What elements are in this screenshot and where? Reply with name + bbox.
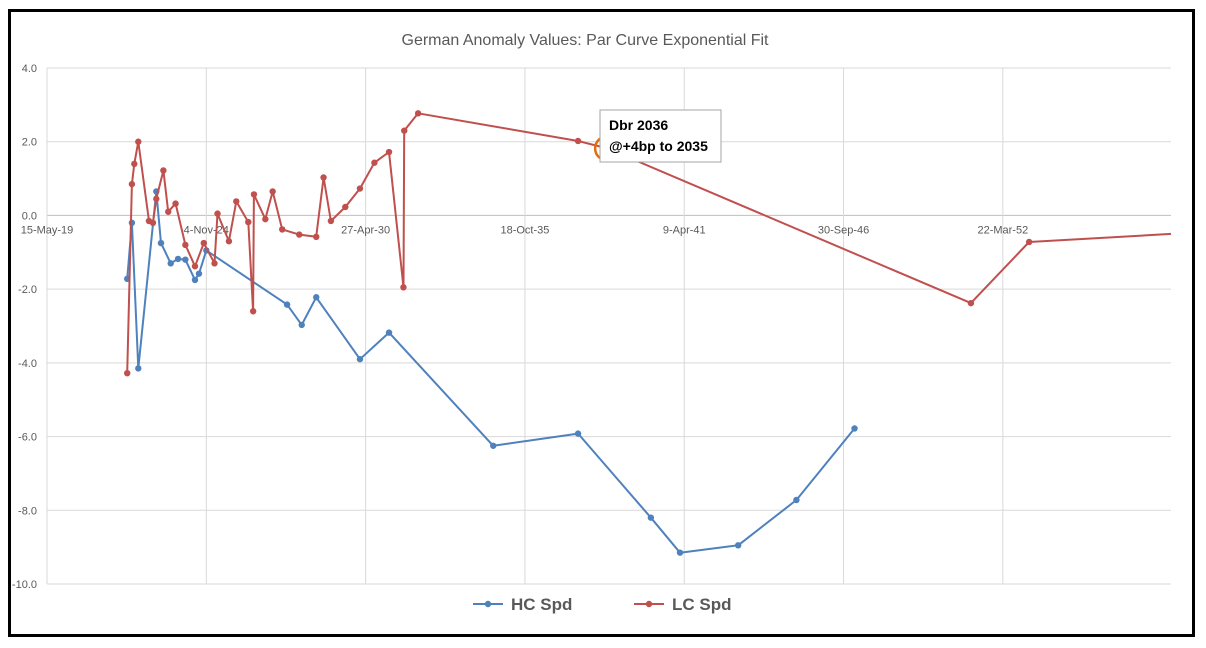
legend-marker	[645, 600, 653, 608]
data-point-lc-spd	[574, 137, 582, 145]
data-point-lc-spd	[414, 110, 422, 117]
legend-entry: LC Spd	[672, 595, 732, 614]
y-tick-label: -4.0	[18, 358, 37, 370]
data-point-hc-spd	[385, 329, 393, 336]
data-point-lc-spd	[296, 231, 303, 238]
x-tick-label: 27-Apr-30	[341, 224, 390, 236]
annotation-text: Dbr 2036	[609, 117, 668, 133]
data-point-lc-spd	[233, 198, 240, 205]
series-layer	[124, 110, 1172, 556]
x-tick-label: 9-Apr-41	[663, 224, 706, 236]
data-point-lc-spd	[135, 138, 142, 145]
data-point-lc-spd	[211, 260, 218, 267]
data-point-lc-spd	[250, 191, 258, 198]
data-point-hc-spd	[647, 514, 655, 521]
data-point-hc-spd	[167, 260, 174, 267]
data-point-hc-spd	[676, 549, 684, 556]
data-point-hc-spd	[793, 496, 800, 504]
legend-marker	[484, 600, 492, 608]
y-tick-label: -2.0	[18, 284, 37, 296]
data-point-lc-spd	[967, 299, 975, 307]
data-point-hc-spd	[490, 442, 497, 449]
data-point-lc-spd	[200, 239, 208, 247]
data-point-hc-spd	[157, 239, 165, 247]
y-tick-label: -8.0	[18, 505, 37, 517]
chart: German Anomaly Values: Par Curve Exponen…	[12, 32, 1172, 614]
legend: HC Spd LC Spd	[473, 595, 732, 614]
data-point-hc-spd	[734, 542, 742, 549]
x-tick-label: 18-Oct-35	[500, 224, 549, 236]
x-tick-label: 15-May-19	[21, 224, 74, 236]
data-point-hc-spd	[191, 276, 199, 284]
data-point-hc-spd	[283, 301, 291, 308]
data-point-lc-spd	[400, 284, 407, 291]
data-point-hc-spd	[182, 256, 189, 263]
data-point-lc-spd	[182, 241, 189, 249]
data-point-hc-spd	[135, 365, 142, 372]
data-point-hc-spd	[195, 270, 203, 277]
annotation-text: @+4bp to 2035	[609, 138, 708, 154]
data-point-hc-spd	[313, 294, 320, 301]
data-point-lc-spd	[401, 127, 408, 134]
data-point-lc-spd	[165, 208, 172, 215]
data-point-lc-spd	[153, 195, 160, 203]
series-line-hc-spd	[126, 190, 856, 554]
y-tick-label: 0.0	[22, 210, 37, 222]
data-point-lc-spd	[356, 185, 364, 192]
data-point-lc-spd	[172, 200, 179, 207]
data-point-hc-spd	[298, 321, 305, 329]
data-point-lc-spd	[1025, 238, 1033, 246]
data-point-lc-spd	[342, 203, 349, 211]
data-point-lc-spd	[191, 263, 199, 270]
data-point-hc-spd	[851, 425, 858, 432]
data-point-lc-spd	[371, 159, 378, 166]
y-tick-label: 2.0	[22, 137, 37, 149]
data-point-lc-spd	[131, 160, 138, 168]
data-point-lc-spd	[225, 238, 233, 245]
data-point-lc-spd	[320, 174, 327, 181]
annotation-box	[599, 109, 722, 163]
data-point-lc-spd	[313, 233, 320, 241]
data-point-lc-spd	[262, 215, 269, 223]
data-point-lc-spd	[327, 217, 335, 225]
data-point-hc-spd	[174, 255, 182, 263]
data-point-lc-spd	[128, 180, 136, 188]
data-point-lc-spd	[385, 148, 393, 156]
data-point-lc-spd	[249, 308, 257, 315]
y-tick-label: 4.0	[22, 63, 37, 75]
data-point-hc-spd	[356, 355, 364, 363]
data-point-lc-spd	[124, 369, 131, 377]
x-tick-label: 22-Mar-52	[977, 224, 1028, 236]
annotation-layer: Dbr 2036 @+4bp to 2035	[593, 109, 722, 163]
data-point-lc-spd	[149, 219, 157, 226]
data-point-hc-spd	[574, 430, 582, 437]
y-tick-label: -10.0	[12, 579, 37, 591]
axes: 4.02.00.0-2.0-4.0-6.0-8.0-10.015-May-19 4…	[12, 63, 1028, 591]
data-point-lc-spd	[269, 188, 276, 195]
chart-frame: German Anomaly Values: Par Curve Exponen…	[8, 9, 1195, 637]
data-point-lc-spd	[214, 210, 221, 217]
data-point-lc-spd	[245, 218, 252, 226]
y-tick-label: -6.0	[18, 432, 37, 444]
chart-title: German Anomaly Values: Par Curve Exponen…	[402, 32, 770, 49]
x-tick-label: 30-Sep-46	[818, 224, 869, 236]
legend-entry: HC Spd	[511, 595, 572, 614]
data-point-lc-spd	[160, 167, 167, 174]
data-point-lc-spd	[279, 226, 286, 233]
